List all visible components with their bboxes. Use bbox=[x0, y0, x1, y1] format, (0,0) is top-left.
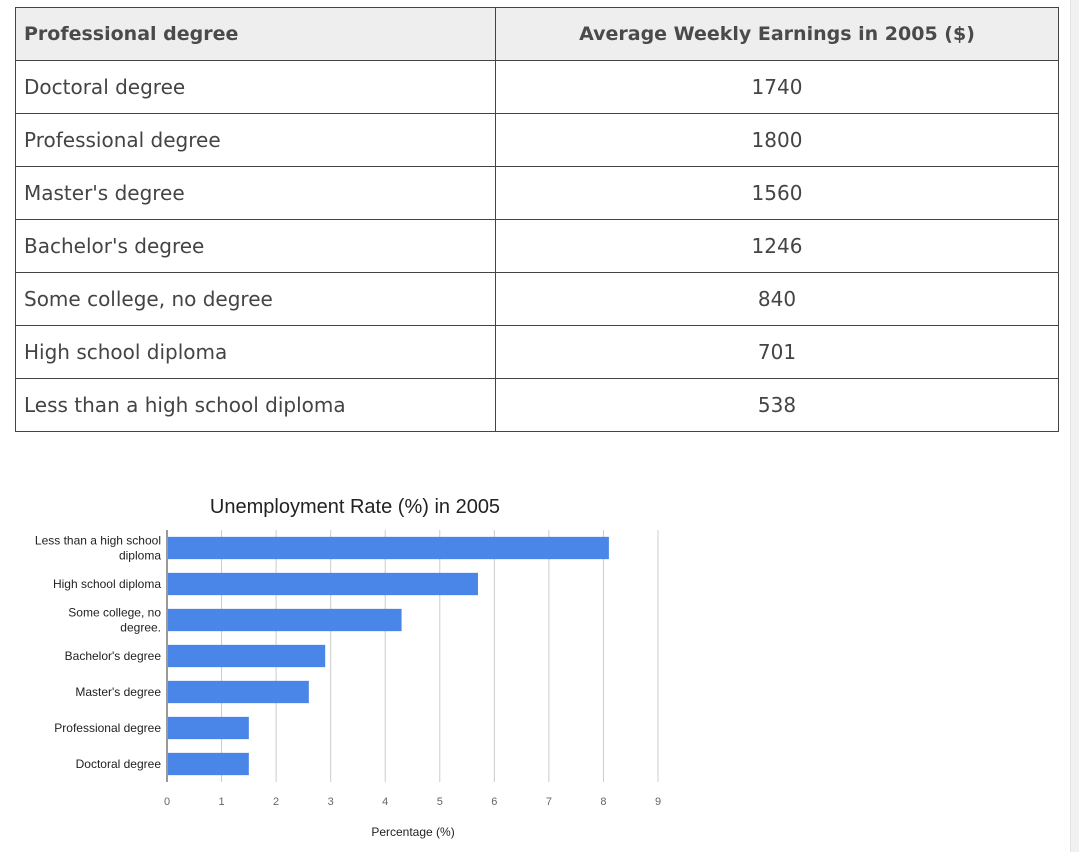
category-label: Less than a high school diploma bbox=[35, 534, 161, 563]
row-value: 1800 bbox=[495, 113, 1059, 167]
bar bbox=[168, 572, 478, 596]
row-value: 1560 bbox=[495, 166, 1059, 220]
category-labels: Less than a high school diploma High schoo… bbox=[35, 534, 161, 772]
row-value: 1246 bbox=[495, 219, 1059, 273]
category-label: Doctoral degree bbox=[76, 757, 162, 771]
x-tick-label: 1 bbox=[218, 796, 224, 808]
category-label-line: High school diploma bbox=[53, 577, 161, 591]
bar bbox=[168, 536, 609, 560]
x-tick-label: 0 bbox=[164, 796, 170, 808]
category-label-line: diploma bbox=[119, 549, 161, 563]
row-value: 1740 bbox=[495, 60, 1059, 114]
bars bbox=[168, 536, 609, 776]
x-tick-labels: 0 1 2 3 4 5 6 7 8 9 bbox=[164, 796, 661, 808]
x-tick-label: 4 bbox=[382, 796, 388, 808]
row-value: 840 bbox=[495, 272, 1059, 326]
x-tick-label: 6 bbox=[491, 796, 497, 808]
category-label: Professional degree bbox=[54, 721, 161, 735]
category-label-line: degree. bbox=[120, 621, 161, 635]
table-row: High school diploma 701 bbox=[15, 325, 1059, 379]
category-label-line: Bachelor's degree bbox=[65, 649, 162, 663]
category-label: Some college, no degree. bbox=[68, 606, 161, 635]
row-label: Less than a high school diploma bbox=[15, 378, 496, 432]
table-header-row: Professional degree Average Weekly Earni… bbox=[15, 7, 1059, 61]
x-tick-label: 9 bbox=[655, 796, 661, 808]
table-row: Doctoral degree 1740 bbox=[15, 60, 1059, 114]
x-tick-label: 5 bbox=[437, 796, 443, 808]
category-label: Bachelor's degree bbox=[65, 649, 162, 663]
table-row: Professional degree 1800 bbox=[15, 113, 1059, 167]
x-tick-label: 7 bbox=[546, 796, 552, 808]
chart-title: Unemployment Rate (%) in 2005 bbox=[210, 496, 500, 518]
category-label-line: Professional degree bbox=[54, 721, 161, 735]
category-label-line: Doctoral degree bbox=[76, 757, 162, 771]
row-value: 538 bbox=[495, 378, 1059, 432]
header-earnings: Average Weekly Earnings in 2005 ($) bbox=[495, 7, 1059, 61]
bar bbox=[168, 608, 402, 632]
table-row: Less than a high school diploma 538 bbox=[15, 378, 1059, 432]
table-row: Master's degree 1560 bbox=[15, 166, 1059, 220]
category-label-line: Some college, no bbox=[68, 606, 161, 620]
x-tick-label: 8 bbox=[600, 796, 606, 808]
unemployment-chart: Unemployment Rate (%) in 2005 Less than … bbox=[0, 480, 700, 852]
header-degree: Professional degree bbox=[15, 7, 496, 61]
table-row: Some college, no degree 840 bbox=[15, 272, 1059, 326]
row-label: Some college, no degree bbox=[15, 272, 496, 326]
bar bbox=[168, 752, 249, 776]
row-label: Master's degree bbox=[15, 166, 496, 220]
row-label: Bachelor's degree bbox=[15, 219, 496, 273]
bar bbox=[168, 680, 309, 704]
row-label: High school diploma bbox=[15, 325, 496, 379]
x-tick-label: 3 bbox=[328, 796, 334, 808]
category-label: Master's degree bbox=[75, 685, 161, 699]
row-value: 701 bbox=[495, 325, 1059, 379]
bar bbox=[168, 644, 326, 668]
table-row: Bachelor's degree 1246 bbox=[15, 219, 1059, 273]
row-label: Doctoral degree bbox=[15, 60, 496, 114]
grid-lines bbox=[166, 530, 659, 782]
category-label-line: Less than a high school bbox=[35, 534, 161, 548]
category-label: High school diploma bbox=[53, 577, 161, 591]
unemployment-bar-chart: Unemployment Rate (%) in 2005 Less than … bbox=[35, 496, 661, 839]
earnings-table: Professional degree Average Weekly Earni… bbox=[15, 7, 1059, 432]
x-axis-label: Percentage (%) bbox=[371, 825, 454, 839]
bar bbox=[168, 716, 249, 740]
row-label: Professional degree bbox=[15, 113, 496, 167]
x-tick-label: 2 bbox=[273, 796, 279, 808]
category-label-line: Master's degree bbox=[75, 685, 161, 699]
vertical-scrollbar[interactable] bbox=[1070, 0, 1079, 852]
